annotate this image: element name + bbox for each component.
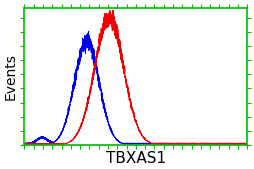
Y-axis label: Events: Events [4, 53, 18, 100]
X-axis label: TBXAS1: TBXAS1 [105, 151, 165, 165]
